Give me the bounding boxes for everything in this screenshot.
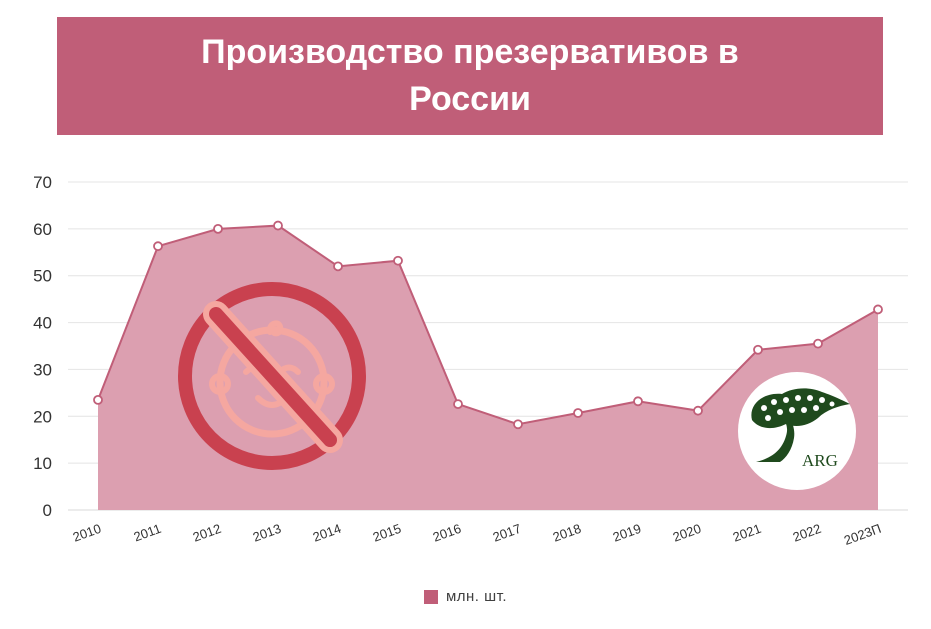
title-banner: Производство презервативов в России	[57, 17, 883, 135]
data-point	[213, 223, 223, 234]
chart-title: Производство презервативов в России	[201, 33, 739, 118]
data-point	[573, 408, 583, 418]
y-tick-label: 40	[33, 314, 52, 333]
data-point	[333, 261, 343, 272]
x-tick-label: 2013	[251, 521, 283, 545]
y-tick-label: 30	[33, 360, 52, 379]
data-point	[153, 241, 163, 252]
y-tick-label: 50	[33, 267, 52, 286]
no-baby-icon	[178, 282, 366, 470]
data-point	[813, 338, 823, 349]
x-tick-label: 2014	[311, 521, 343, 545]
series-line	[97, 224, 879, 426]
x-tick-label: 2015	[371, 521, 403, 545]
x-axis: 2010 2011 2012 2013 2014 2015 2016 2017 2018 2019…	[71, 521, 883, 548]
x-tick-label: 2017	[491, 521, 523, 545]
x-tick-label: 2010	[71, 521, 103, 545]
y-tick-label: 0	[43, 501, 52, 520]
arg-tree-logo: ARG	[738, 372, 856, 490]
y-tick-label: 70	[33, 173, 52, 192]
x-tick-label: 2023П	[842, 521, 883, 548]
data-point	[453, 399, 463, 410]
data-point	[633, 396, 643, 407]
data-point	[753, 344, 763, 355]
data-point	[873, 304, 883, 315]
legend: млн. шт.	[0, 588, 931, 605]
y-tick-label: 60	[33, 220, 52, 239]
y-tick-label: 20	[33, 407, 52, 426]
y-axis: 0 10 20 30 40 50 60 70	[33, 173, 52, 520]
x-tick-label: 2022	[791, 521, 823, 545]
x-tick-label: 2011	[132, 521, 163, 545]
x-tick-label: 2021	[731, 521, 763, 545]
x-tick-label: 2019	[611, 521, 643, 545]
data-point	[393, 255, 403, 266]
data-point	[93, 394, 103, 405]
data-point	[693, 405, 703, 416]
y-tick-label: 10	[33, 454, 52, 473]
x-tick-label: 2016	[431, 521, 463, 545]
x-tick-label: 2012	[191, 521, 223, 545]
legend-label: млн. шт.	[445, 588, 508, 605]
x-tick-label: 2018	[551, 521, 583, 545]
legend-swatch	[423, 589, 438, 604]
logo-text: ARG	[802, 451, 838, 470]
x-tick-label: 2020	[671, 521, 703, 545]
data-point	[273, 220, 283, 231]
data-point	[513, 419, 523, 430]
